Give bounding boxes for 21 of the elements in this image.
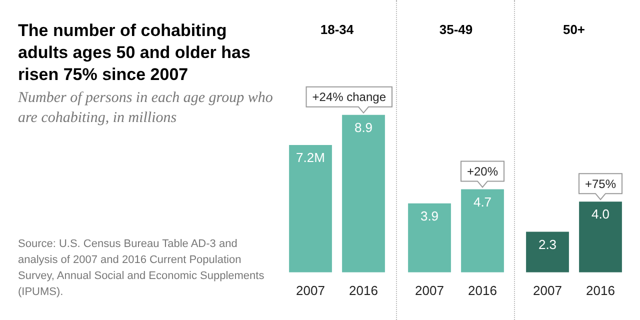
chart-title: 35-49 bbox=[438, 22, 474, 37]
data-label: 2.3 bbox=[538, 236, 557, 252]
annotation: +75% bbox=[584, 176, 616, 191]
x-tick-label: 2007 bbox=[296, 282, 325, 298]
annotation: +24% change bbox=[312, 90, 386, 104]
source-note: Source: U.S. Census Bureau Table AD-3 and analysis of 2007 and 2016 Current Population Survey, Annual Social and Economic Supplements (IPUMS). bbox=[18, 237, 266, 300]
data-label: 7.2M bbox=[296, 150, 325, 166]
text: Number of persons in each age group who are cohabiting, in millions bbox=[18, 89, 274, 128]
data-label: 4.7 bbox=[473, 194, 492, 210]
x-tick-label: 2007 bbox=[415, 282, 444, 298]
data-label: 3.9 bbox=[420, 208, 439, 224]
x-tick-label: 2016 bbox=[586, 282, 615, 298]
data-label: 4.0 bbox=[591, 206, 610, 222]
data-label: 8.9 bbox=[354, 120, 373, 135]
chart-title: 50+ bbox=[562, 22, 586, 37]
annotation: +20% bbox=[466, 164, 498, 179]
x-tick-label: 2016 bbox=[468, 282, 497, 298]
x-tick-label: 2016 bbox=[349, 282, 378, 298]
chart-title: 18-34 bbox=[319, 22, 355, 37]
x-tick-label: 2007 bbox=[533, 282, 562, 298]
text: The number of cohabiting adults ages 50 and older has risen 75% since 2007 bbox=[18, 20, 252, 86]
